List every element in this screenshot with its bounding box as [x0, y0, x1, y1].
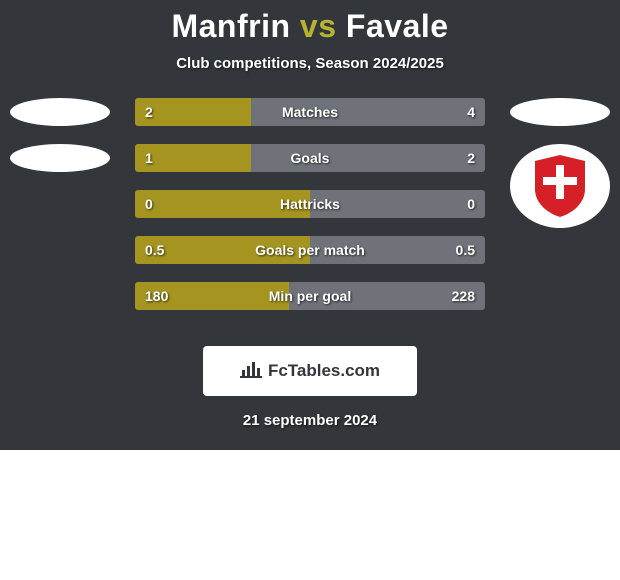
player2-club-badge: [510, 144, 610, 228]
bar-right-fill: [251, 144, 486, 172]
player1-name: Manfrin: [171, 8, 290, 44]
left-logo-column: [5, 98, 115, 172]
comparison-card: Manfrin vs Favale Club competitions, Sea…: [0, 0, 620, 450]
bar-right-value: 0: [457, 190, 485, 218]
stat-bar-row: 180228Min per goal: [135, 282, 485, 310]
bar-right-value: 0.5: [446, 236, 485, 264]
player1-club-oval: [10, 98, 110, 126]
player2-name: Favale: [346, 8, 449, 44]
stat-bar-row: 24Matches: [135, 98, 485, 126]
stat-bar-row: 12Goals: [135, 144, 485, 172]
bar-right-value: 4: [457, 98, 485, 126]
player1-club-oval: [10, 144, 110, 172]
subtitle: Club competitions, Season 2024/2025: [0, 55, 620, 72]
site-label: FcTables.com: [268, 361, 380, 381]
bar-right-fill: [251, 98, 486, 126]
bar-left-value: 180: [135, 282, 178, 310]
bar-left-value: 0: [135, 190, 163, 218]
player2-club-oval: [510, 98, 610, 126]
date-label: 21 september 2024: [0, 412, 620, 429]
stat-bars: 24Matches12Goals00Hattricks0.50.5Goals p…: [135, 98, 485, 310]
stat-bar-row: 0.50.5Goals per match: [135, 236, 485, 264]
bar-left-value: 0.5: [135, 236, 174, 264]
content-area: 24Matches12Goals00Hattricks0.50.5Goals p…: [0, 98, 620, 328]
vs-label: vs: [300, 8, 337, 44]
bar-left-value: 2: [135, 98, 163, 126]
stat-bar-row: 00Hattricks: [135, 190, 485, 218]
right-logo-column: [505, 98, 615, 228]
bar-right-value: 2: [457, 144, 485, 172]
bar-right-value: 228: [442, 282, 485, 310]
shield-icon: [535, 155, 585, 217]
site-badge[interactable]: FcTables.com: [203, 346, 417, 396]
page-title: Manfrin vs Favale: [0, 0, 620, 45]
bar-left-value: 1: [135, 144, 163, 172]
chart-bar-icon: [240, 360, 262, 383]
